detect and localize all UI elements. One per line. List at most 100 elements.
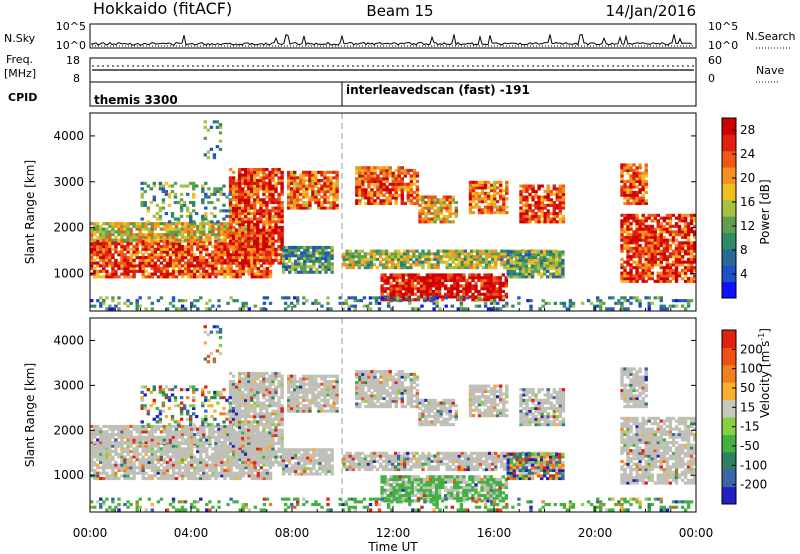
power-cell	[524, 258, 529, 262]
power-cell	[177, 227, 182, 231]
power-cell	[312, 254, 316, 258]
power-cell	[217, 258, 221, 262]
velocity-cell	[193, 444, 197, 448]
power-cell	[262, 223, 266, 227]
power-cell	[404, 281, 408, 285]
power-cell	[395, 292, 399, 296]
power-cell	[445, 198, 449, 202]
velocity-cell	[129, 466, 133, 470]
power-cell	[196, 267, 200, 271]
power-cell	[247, 250, 251, 254]
power-cell	[327, 254, 331, 258]
velocity-cell	[202, 460, 206, 464]
power-cell	[150, 264, 154, 268]
velocity-cell	[199, 458, 203, 462]
power-cell	[653, 279, 657, 283]
power-cell	[156, 239, 161, 243]
power-cell	[376, 179, 380, 183]
power-cell	[302, 176, 306, 180]
power-cell	[561, 261, 565, 265]
power-cell	[421, 217, 425, 221]
power-cell	[427, 209, 431, 213]
colorbar-swatch	[722, 232, 736, 250]
power-cell	[677, 263, 682, 267]
power-cell	[174, 275, 179, 279]
power-cell	[534, 195, 538, 199]
velocity-cell	[180, 466, 185, 470]
power-cell	[268, 176, 272, 180]
power-cell	[329, 192, 333, 196]
power-cell	[228, 214, 233, 218]
power-cell	[540, 272, 544, 276]
power-cell	[155, 212, 160, 216]
power-cell	[367, 174, 371, 178]
power-cell	[543, 220, 547, 224]
power-cell	[506, 269, 510, 273]
power-cell	[296, 206, 300, 210]
power-cell	[644, 268, 648, 272]
power-cell	[629, 190, 633, 194]
power-cell	[153, 253, 157, 257]
power-cell	[183, 253, 188, 257]
velocity-cell	[141, 444, 145, 448]
power-cell	[395, 284, 399, 288]
power-cell	[490, 194, 494, 198]
velocity-cell	[168, 460, 173, 464]
power-cell	[662, 227, 667, 231]
velocity-cell	[187, 468, 191, 472]
power-cell	[400, 260, 404, 264]
velocity-cell	[108, 474, 112, 478]
power-cell	[111, 307, 115, 311]
velocity-cell	[132, 474, 136, 478]
velocity-cell	[132, 477, 136, 481]
power-cell	[623, 277, 627, 281]
power-cell	[291, 254, 295, 258]
power-cell	[490, 208, 494, 212]
power-cell	[453, 281, 457, 285]
power-cell	[96, 275, 100, 279]
power-cell	[427, 198, 431, 202]
power-cell	[466, 257, 471, 261]
power-cell	[355, 185, 359, 189]
power-cell	[126, 224, 130, 228]
power-cell	[543, 206, 547, 210]
velocity-cell	[196, 477, 200, 481]
power-cell	[287, 173, 291, 177]
power-cell	[693, 244, 696, 248]
power-cell	[114, 269, 118, 273]
power-cell	[493, 191, 497, 195]
power-cell	[187, 235, 191, 239]
power-cell	[90, 253, 94, 257]
power-cell	[238, 247, 242, 251]
power-cell	[379, 199, 383, 203]
power-cell	[271, 190, 275, 194]
power-cell	[253, 209, 257, 213]
power-cell	[546, 184, 550, 188]
power-cell	[626, 193, 630, 197]
power-cell	[436, 263, 440, 267]
power-cell	[638, 219, 642, 223]
power-cell	[415, 196, 420, 200]
power-cell	[659, 274, 663, 278]
velocity-cell	[135, 452, 139, 456]
power-cell	[537, 201, 541, 205]
power-cell	[549, 267, 553, 271]
power-cell	[144, 227, 148, 231]
power-cell	[519, 190, 523, 194]
power-cell	[444, 278, 448, 282]
velocity-cell	[156, 468, 161, 472]
power-cell	[656, 244, 660, 248]
velocity-cell	[202, 444, 206, 448]
power-cell	[290, 179, 294, 183]
power-cell	[468, 208, 473, 212]
power-cell	[376, 188, 380, 192]
velocity-cell	[117, 477, 121, 481]
power-cell	[370, 168, 374, 172]
power-cell	[659, 307, 663, 311]
power-cell	[280, 187, 284, 191]
power-cell	[370, 193, 374, 197]
power-cell	[201, 214, 205, 218]
power-cell	[629, 179, 633, 183]
power-cell	[244, 269, 248, 273]
power-cell	[644, 171, 648, 175]
